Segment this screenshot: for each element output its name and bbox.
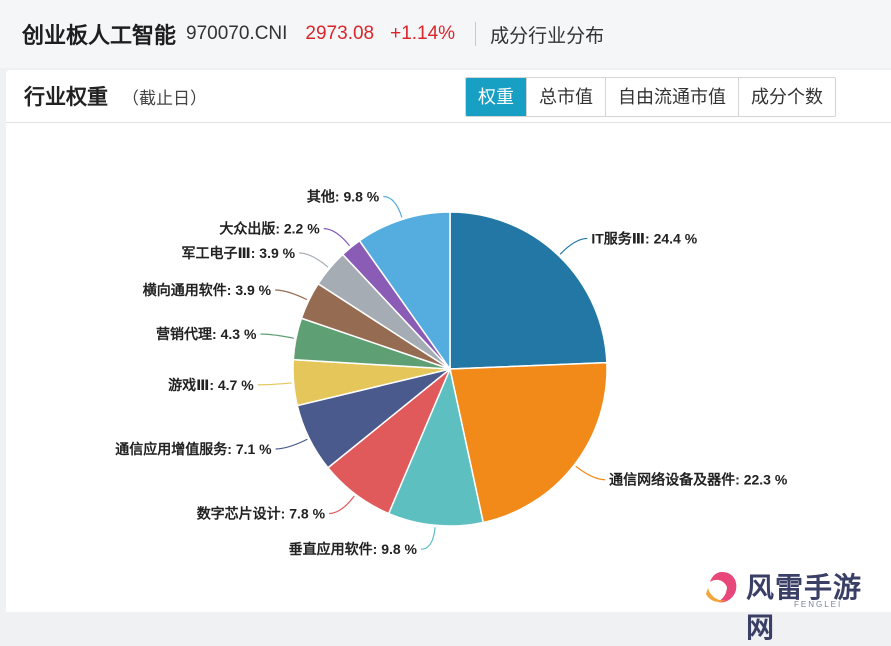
panel-subtitle: （截止日） [122,89,207,108]
leader-line-horizontal-software [275,289,308,301]
index-price: 2973.08 [305,23,375,44]
index-name: 创业板人工智能 [22,23,177,48]
panel-header: 行业权重 （截止日） 权重 总市值 自由流通市值 成分个数 [6,70,891,123]
pie-slice-it-services[interactable] [449,211,608,370]
metric-toggle-group: 权重 总市值 自由流通市值 成分个数 [465,77,836,117]
data-label-telecom-equipment: 通信网络设备及器件: 22.3 % [609,472,788,488]
data-label-horizontal-software: 横向通用软件: 3.9 % [143,282,272,298]
data-label-games: 游戏Ⅲ: 4.7 % [168,377,254,393]
leader-line-other [383,195,403,218]
leader-line-games [257,382,292,386]
index-header: 创业板人工智能 970070.CNI 2973.08 +1.14% 成分行业分布 [0,0,891,68]
pie-slice-vertical-software[interactable] [387,366,485,527]
pie-slice-other[interactable] [358,211,451,372]
tab-weight[interactable]: 权重 [466,78,526,116]
leader-line-vertical-software [420,527,436,550]
data-label-other: 其他: 9.8 % [307,188,380,204]
industry-weight-panel: IT服务Ⅲ: 24.4 % 通信网络设备及器件: 22.3 % 垂直应用软件: 9.… [6,70,891,612]
leader-line-telecom-equipment [575,465,606,481]
data-label-mass-publishing: 大众出版: 2.2 % [219,221,320,237]
watermark-subtext: FENGLEI [794,600,843,609]
data-label-vertical-software: 垂直应用软件: 9.8 % [289,541,418,557]
leader-line-digital-chip-design [329,495,355,515]
data-label-it-services: IT服务Ⅲ: 24.4 % [591,230,697,246]
data-label-marketing-agency: 营销代理: 4.3 % [156,326,257,342]
leader-line-marketing-agency [260,333,295,339]
pie-slice-telecom-equipment[interactable] [449,361,608,524]
data-label-digital-chip-design: 数字芯片设计: 7.8 % [197,506,326,522]
header-divider [475,22,477,46]
index-code: 970070.CNI [186,23,288,44]
tab-constituent-count[interactable]: 成分个数 [738,78,835,116]
tab-total-market-cap[interactable]: 总市值 [526,78,605,116]
data-label-telecom-value-added: 通信应用增值服务: 7.1 % [115,441,272,457]
tab-free-float-market-cap[interactable]: 自由流通市值 [605,78,738,116]
index-change: +1.14% [390,23,456,44]
leader-line-mass-publishing [323,228,351,247]
leader-line-it-services [559,237,588,255]
data-label-defense-electronics: 军工电子Ⅲ: 3.9 % [182,245,296,261]
watermark: 风雷手游网 FENGLEI [702,566,888,643]
panel-title: 行业权重 [24,86,108,109]
fenglei-logo-icon [706,572,737,603]
section-tab-industry-distribution[interactable]: 成分行业分布 [490,25,605,47]
pie-chart: IT服务Ⅲ: 24.4 % 通信网络设备及器件: 22.3 % 垂直应用软件: 9.… [115,188,788,557]
leader-line-telecom-value-added [275,438,308,450]
leader-line-defense-electronics [299,252,329,268]
